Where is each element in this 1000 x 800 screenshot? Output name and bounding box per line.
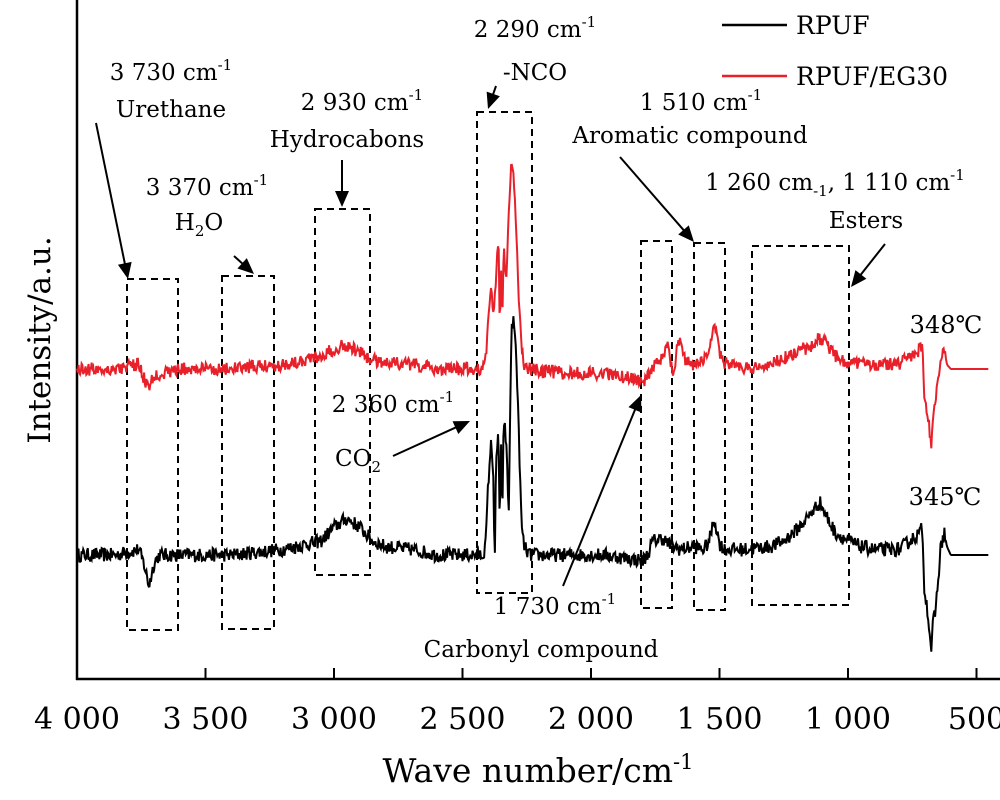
box-urethane — [126, 278, 179, 631]
x-tick-label: 3 500 — [163, 702, 249, 737]
series-rpuf-eg30-line — [76, 163, 989, 449]
box-nco-co2 — [476, 111, 533, 594]
y-axis-label: Intensity/a.u. — [22, 236, 58, 443]
box-hydrocarbons — [314, 208, 371, 576]
x-axis-label-sup: -1 — [673, 750, 693, 774]
arrow-aromatic — [619, 156, 694, 242]
series-rpuf-line — [76, 316, 989, 652]
x-tick-label: 3 000 — [291, 702, 377, 737]
x-tick-label: 2 000 — [548, 702, 634, 737]
ann-carbonyl: Carbonyl compound — [424, 637, 659, 663]
arrow-hydrocarbons — [335, 160, 349, 207]
legend-label-rpuf: RPUF — [796, 11, 870, 40]
x-tick-label: 2 500 — [420, 702, 506, 737]
end-label-rpuf-eg30: 348℃ — [910, 311, 983, 339]
x-tick-label: 500 — [948, 702, 1000, 737]
x-ticks: 4 000 3 500 3 000 2 500 2 000 1 500 1 000 500 — [34, 668, 1000, 737]
box-carbonyl — [640, 240, 673, 609]
ann-co2: CO2 — [335, 446, 381, 476]
ann-3370: 3 370 cm-1 — [146, 171, 268, 201]
arrows — [95, 85, 886, 587]
ann-h2o: H2O — [175, 210, 223, 240]
ann-1510: 1 510 cm-1 — [640, 86, 762, 116]
ann-2930: 2 930 cm-1 — [301, 86, 423, 116]
box-esters — [751, 245, 850, 606]
arrow-esters — [851, 243, 886, 287]
ann-1260-1110: 1 260 cm-1, 1 110 cm-1 — [705, 166, 965, 200]
x-tick-label: 4 000 — [34, 702, 120, 737]
ann-2360: 2 360 cm-1 — [332, 388, 454, 418]
x-tick-label: 1 500 — [677, 702, 763, 737]
arrow-co2 — [392, 421, 470, 457]
legend: RPUF RPUF/EG30 — [722, 11, 948, 91]
annotations: 3 730 cm-1 Urethane 3 370 cm-1 H2O 2 930… — [110, 13, 965, 663]
arrow-h2o — [233, 255, 254, 274]
ann-nco: -NCO — [503, 60, 567, 86]
ann-esters: Esters — [829, 208, 903, 234]
arrow-urethane — [95, 122, 132, 279]
end-label-rpuf: 345℃ — [909, 483, 982, 511]
arrow-nco — [486, 85, 500, 109]
arrow-carbonyl — [562, 395, 642, 587]
ann-hydrocarbons: Hydrocabons — [270, 127, 424, 153]
box-aromatic — [693, 242, 726, 611]
ann-3730: 3 730 cm-1 — [110, 56, 232, 86]
ann-aromatic: Aromatic compound — [571, 123, 807, 149]
ann-urethane: Urethane — [116, 97, 226, 123]
legend-label-rpuf-eg30: RPUF/EG30 — [796, 62, 948, 91]
ann-2290: 2 290 cm-1 — [474, 13, 596, 43]
box-h2o — [221, 275, 275, 630]
highlight-boxes — [126, 111, 850, 631]
x-tick-label: 1 000 — [805, 702, 891, 737]
x-axis-label: Wave number/cm-1 — [383, 750, 694, 790]
ann-1730: 1 730 cm-1 — [494, 590, 616, 620]
